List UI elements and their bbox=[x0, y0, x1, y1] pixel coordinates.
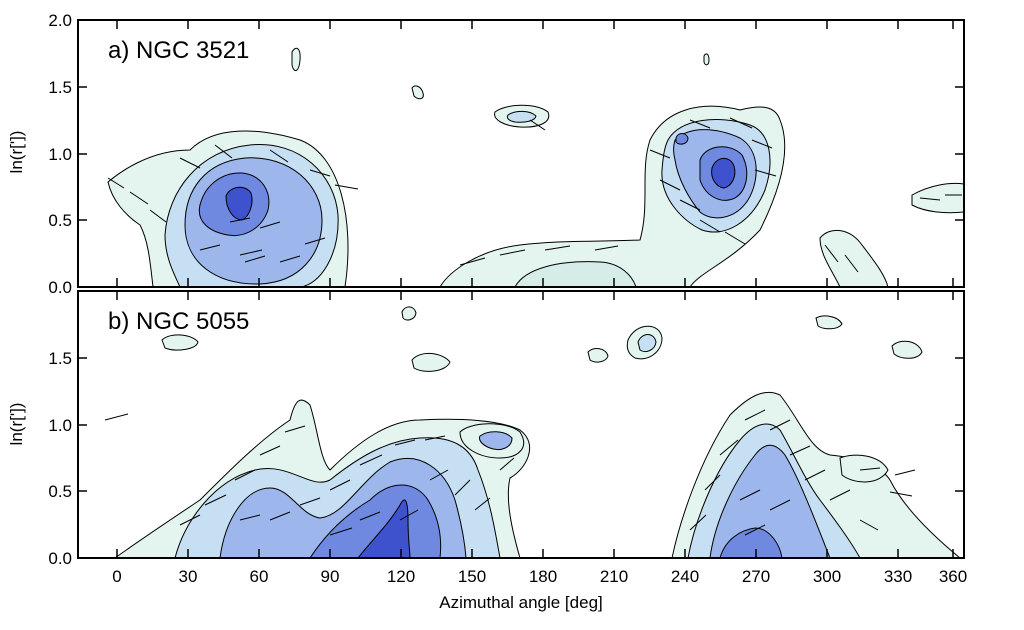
panel-b-x-ticks bbox=[116, 20, 954, 558]
panel-a-ytick-1: 0.5 bbox=[48, 211, 72, 230]
panel-a-island-1-inner bbox=[506, 110, 537, 123]
panel-a-island-2 bbox=[819, 229, 889, 287]
panel-a-ytick-0: 0.0 bbox=[48, 278, 72, 297]
panel-b-island-7 bbox=[411, 353, 451, 372]
xtick-330: 330 bbox=[884, 567, 912, 586]
xtick-0: 0 bbox=[112, 567, 121, 586]
panel-b-title: b) NGC 5055 bbox=[108, 308, 249, 335]
panel-b-island-9 bbox=[815, 315, 843, 330]
xtick-210: 210 bbox=[600, 567, 628, 586]
xtick-270: 270 bbox=[742, 567, 770, 586]
xtick-120: 120 bbox=[387, 567, 415, 586]
panel-a-blob-right-level-5 bbox=[711, 157, 736, 189]
panel-b-island-2 bbox=[839, 454, 889, 483]
panel-b-island-5 bbox=[161, 334, 199, 351]
panel-b-blob-right-level-3 bbox=[709, 444, 831, 558]
panel-a-island-5 bbox=[411, 85, 424, 100]
panel-a-y-tick-labels: 0.0 0.5 1.0 1.5 2.0 bbox=[48, 11, 72, 297]
panel-a-blob-right-inner-level-4 bbox=[675, 133, 689, 145]
panel-b-y-tick-labels: 0.0 0.5 1.0 1.5 bbox=[48, 349, 72, 568]
panel-a-blob-left-level-5 bbox=[225, 186, 253, 221]
xtick-360: 360 bbox=[939, 567, 967, 586]
panel-b-island-4 bbox=[891, 340, 923, 359]
panel-a: a) NGC 3521 0.0 0.5 1.0 1.5 2.0 ln(r[']) bbox=[7, 11, 965, 297]
panel-b: b) NGC 5055 0.0 0.5 1.0 1.5 ln(r[']) bbox=[7, 20, 967, 612]
panel-a-ytick-2: 1.0 bbox=[48, 145, 72, 164]
panel-a-ytick-4: 2.0 bbox=[48, 11, 72, 30]
panel-b-y-ticks bbox=[78, 357, 964, 559]
xtick-60: 60 bbox=[250, 567, 269, 586]
panel-a-island-4 bbox=[291, 47, 301, 72]
panel-a-contours bbox=[107, 47, 964, 287]
panel-b-ytick-3: 1.5 bbox=[48, 349, 72, 368]
panel-a-ytick-3: 1.5 bbox=[48, 78, 72, 97]
xtick-240: 240 bbox=[671, 567, 699, 586]
panel-b-island-6 bbox=[401, 306, 417, 321]
panel-a-vector-marks bbox=[107, 117, 962, 273]
panel-b-island-1-inner bbox=[479, 431, 513, 451]
panel-a-title: a) NGC 3521 bbox=[108, 37, 249, 64]
xtick-150: 150 bbox=[458, 567, 486, 586]
xtick-30: 30 bbox=[179, 567, 198, 586]
panel-b-vector-marks bbox=[104, 409, 916, 536]
panel-b-ytick-1: 0.5 bbox=[48, 482, 72, 501]
xtick-300: 300 bbox=[813, 567, 841, 586]
panel-b-ytick-0: 0.0 bbox=[48, 549, 72, 568]
panel-b-island-8 bbox=[587, 348, 609, 363]
panel-a-y-axis-label: ln(r[']) bbox=[7, 131, 26, 174]
panel-b-contours bbox=[114, 306, 961, 558]
panel-b-ytick-2: 1.0 bbox=[48, 416, 72, 435]
panel-b-blob-left-level-5 bbox=[357, 499, 411, 558]
xtick-90: 90 bbox=[321, 567, 340, 586]
panel-a-island-6 bbox=[703, 53, 710, 66]
panel-a-blob-base-level-2 bbox=[514, 261, 637, 287]
xtick-180: 180 bbox=[529, 567, 557, 586]
panel-b-y-axis-label: ln(r[']) bbox=[7, 403, 26, 446]
panel-a-island-3 bbox=[911, 182, 964, 214]
panel-b-x-tick-labels: 0 30 60 90 120 150 180 210 240 270 300 3… bbox=[112, 567, 967, 586]
panel-a-y-ticks bbox=[78, 19, 964, 288]
x-axis-label: Azimuthal angle [deg] bbox=[439, 593, 603, 612]
panel-b-island-3-inner bbox=[637, 334, 657, 353]
panel-b-blob-right-level-4 bbox=[719, 527, 783, 558]
